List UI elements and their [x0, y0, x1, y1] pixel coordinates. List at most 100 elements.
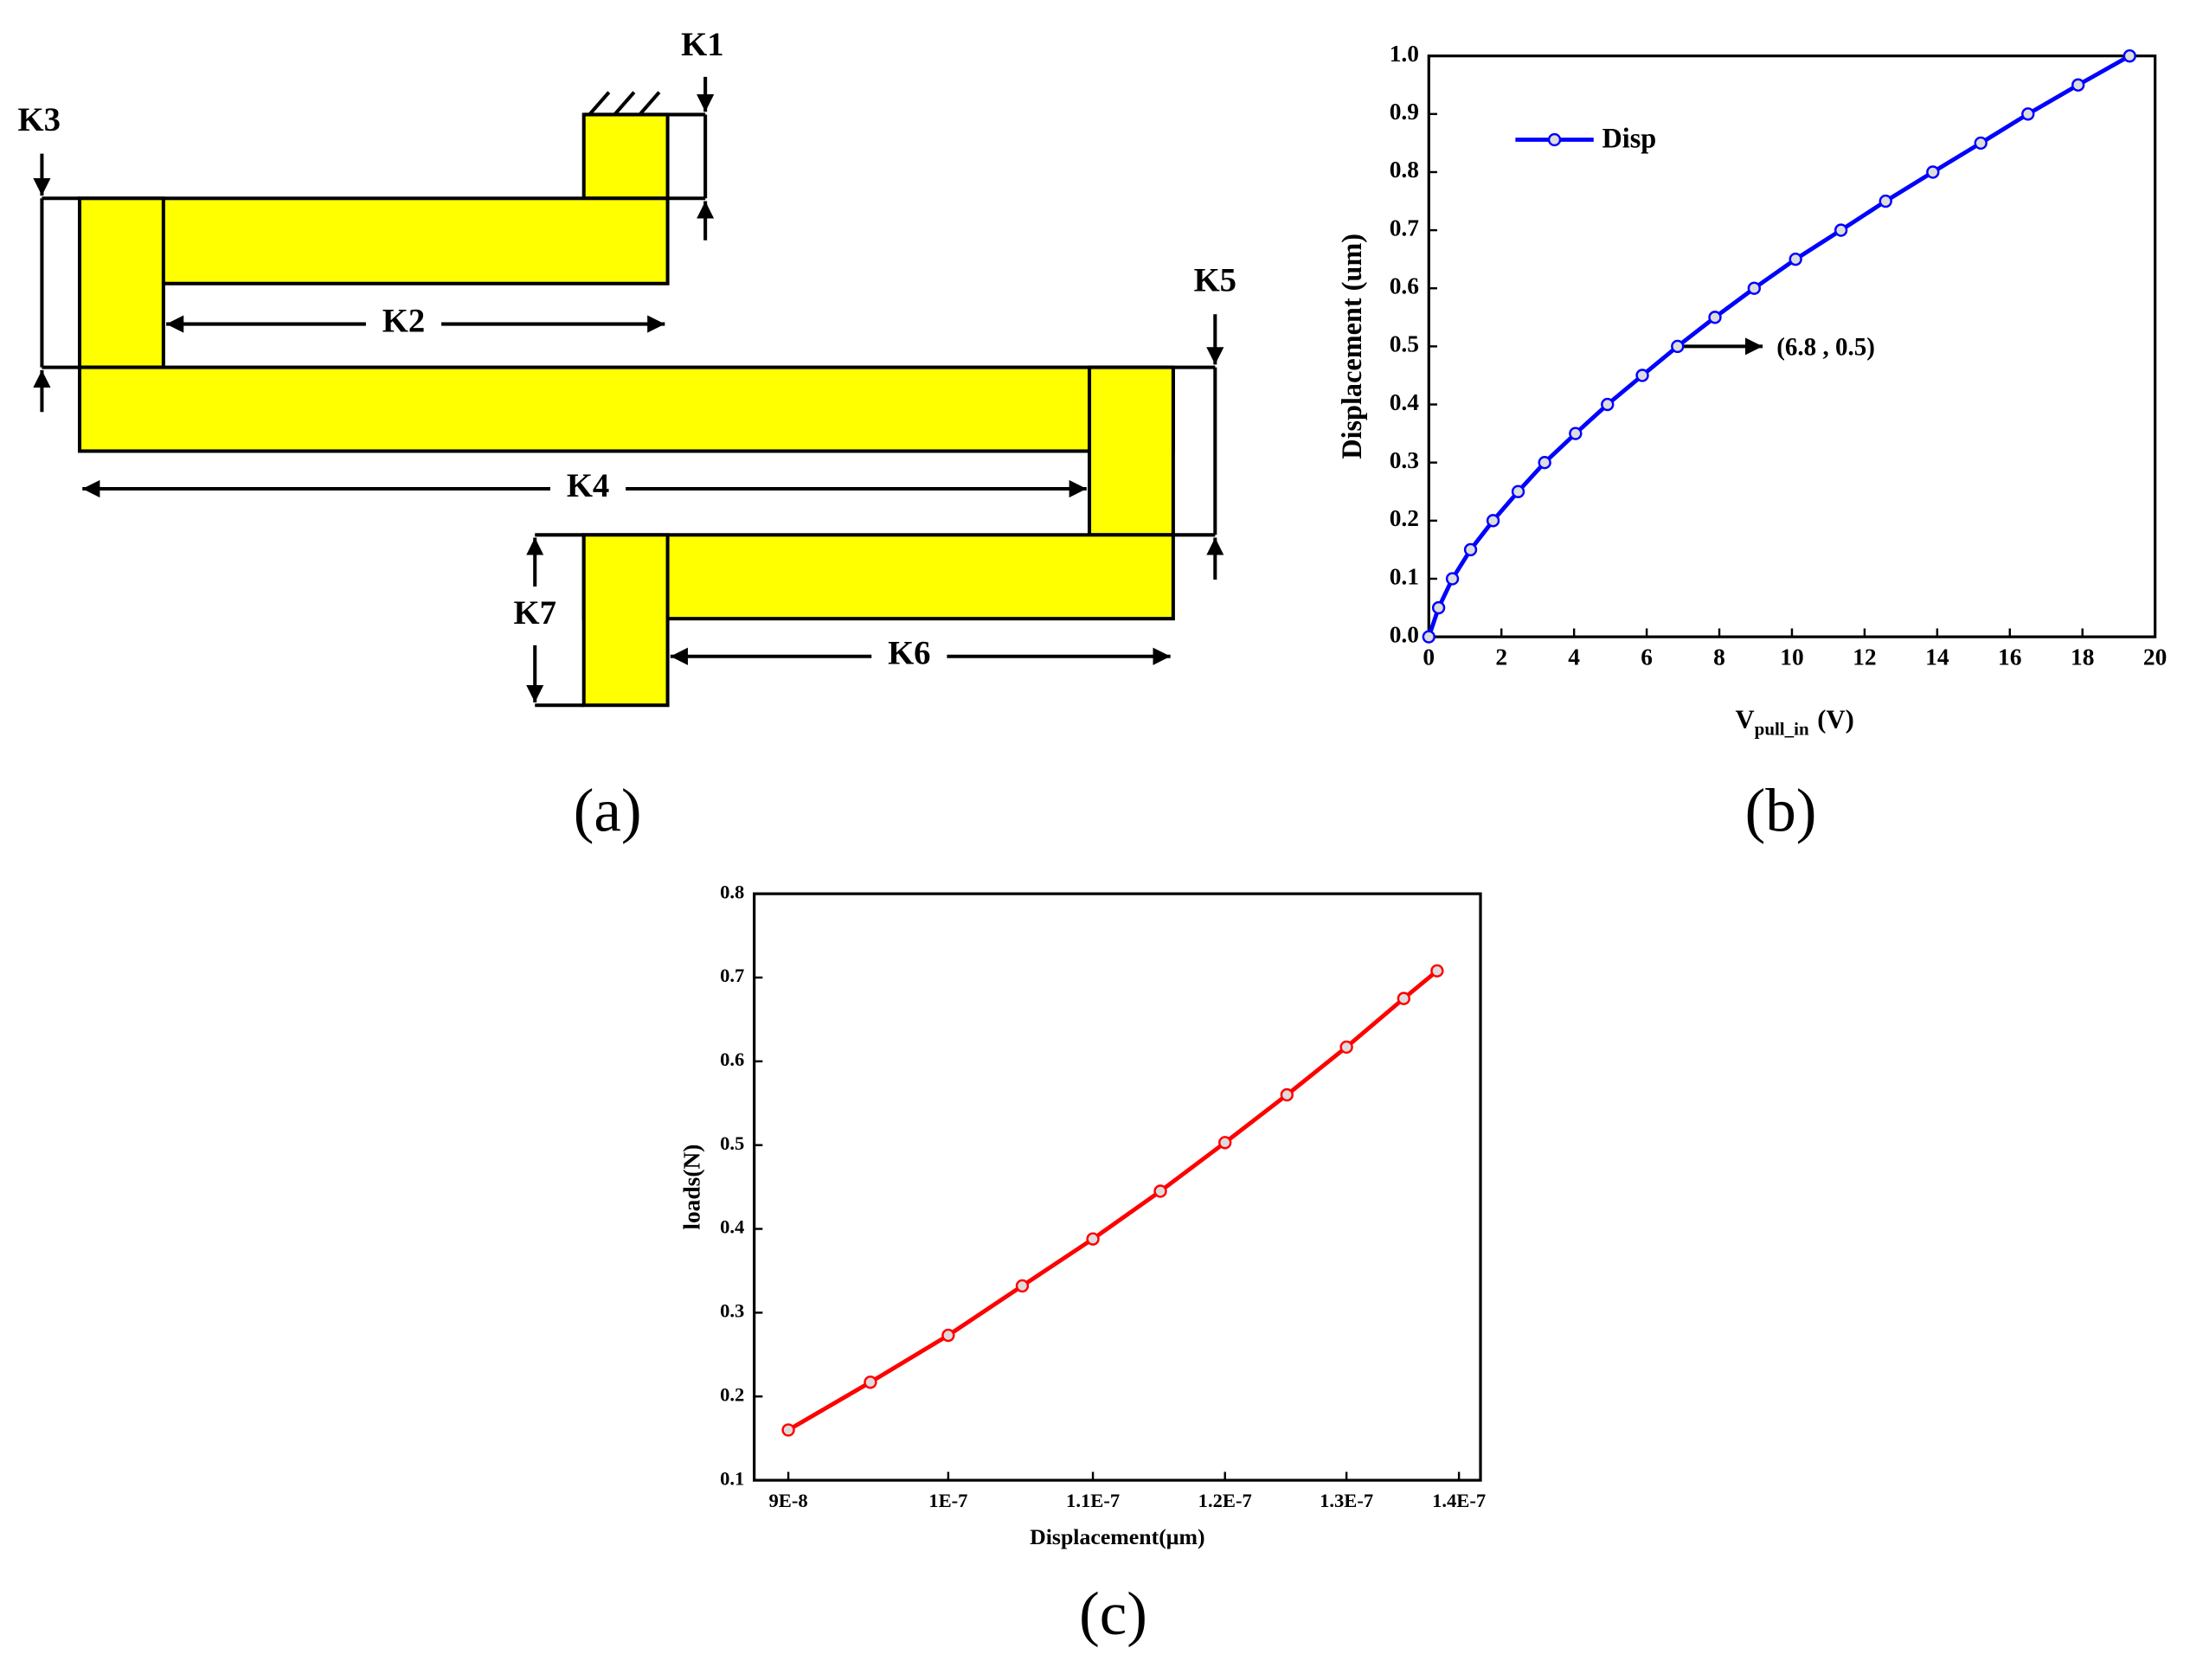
y-tick-label: 0.5	[1390, 331, 1419, 357]
y-tick-label: 0.6	[720, 1048, 744, 1070]
y-tick-label: 0.5	[720, 1132, 744, 1154]
data-point	[1218, 1136, 1232, 1150]
data-point	[1086, 1232, 1100, 1246]
anchor	[581, 112, 670, 201]
y-tick-label: 0.8	[1390, 157, 1419, 183]
data-point	[2021, 107, 2035, 121]
data-point	[1015, 1279, 1030, 1293]
x-tick-label: 1E-7	[928, 1490, 967, 1511]
data-point	[1708, 311, 1722, 324]
spring-diagram: K1 K2 K3 K4 K5 K6 K7 (a)	[17, 26, 1236, 845]
beam-joint	[581, 533, 670, 708]
data-point	[1445, 572, 1460, 586]
y-tick-label: 0.7	[1390, 215, 1420, 240]
data-point	[1538, 456, 1551, 470]
x-tick-label: 1.1E-7	[1066, 1490, 1120, 1511]
dimension-label: K5	[1194, 262, 1236, 299]
x-tick-label: 18	[2071, 644, 2094, 670]
data-point	[1926, 165, 1940, 179]
data-point	[1974, 136, 1988, 151]
dimension-line	[40, 196, 80, 369]
data-point	[1834, 223, 1848, 237]
data-point	[1153, 1184, 1167, 1198]
data-point	[1431, 600, 1446, 615]
x-tick-label: 2	[1495, 644, 1507, 670]
y-tick-label: 0.6	[1390, 273, 1419, 299]
data-point	[1339, 1040, 1353, 1055]
x-axis-label: Vpull_in (V)	[1736, 705, 1854, 739]
series-line	[787, 969, 1439, 1433]
data-point	[1879, 194, 1892, 208]
data-point	[941, 1328, 955, 1343]
beam-joint	[77, 196, 165, 369]
panel-caption: (a)	[574, 778, 642, 845]
x-axis-label-main: V	[1736, 705, 1755, 734]
dimension-label: K3	[17, 101, 60, 138]
y-tick-label: 0.4	[1390, 389, 1420, 415]
y-tick-label: 0.2	[1390, 505, 1419, 531]
y-tick-label: 0.4	[720, 1216, 744, 1238]
x-tick-label: 8	[1713, 644, 1725, 670]
data-point	[864, 1375, 877, 1389]
y-tick-label: 0.7	[720, 965, 744, 986]
x-tick-label: 14	[1925, 644, 1949, 670]
x-tick-label: 1.4E-7	[1432, 1490, 1486, 1511]
dimension-label: K7	[513, 594, 556, 632]
y-tick-label: 0.3	[720, 1300, 744, 1322]
x-axis-label: Displacement(μm)	[1030, 1524, 1204, 1549]
beam	[77, 196, 670, 285]
x-axis-label-unit: (V)	[1817, 705, 1854, 734]
y-tick-label: 0.0	[1390, 621, 1419, 647]
annotation: (6.8 , 0.5)	[1776, 333, 1875, 361]
y-tick-label: 0.2	[720, 1383, 744, 1405]
dimension-label: K2	[382, 302, 425, 339]
x-tick-label: 0	[1423, 644, 1435, 670]
hatch	[583, 91, 668, 117]
data-point	[1280, 1087, 1294, 1102]
y-axis-label: Displacement (um)	[1336, 234, 1367, 459]
dimension-line	[1172, 365, 1217, 537]
data-point	[1635, 369, 1649, 382]
data-point	[1601, 397, 1615, 412]
x-tick-label: 1.3E-7	[1320, 1490, 1373, 1511]
beam	[581, 533, 1175, 621]
x-tick-label: 10	[1780, 644, 1803, 670]
x-tick-label: 9E-8	[768, 1490, 807, 1511]
data-point	[1747, 281, 1761, 295]
panel-caption: (b)	[1745, 778, 1817, 845]
y-tick-label: 1.0	[1390, 41, 1419, 67]
x-tick-label: 1.2E-7	[1198, 1490, 1252, 1511]
x-tick-label: 4	[1568, 644, 1580, 670]
data-point	[781, 1423, 795, 1437]
dimension-line	[667, 112, 708, 201]
dimension-label: K4	[567, 467, 609, 504]
beam-joint	[1088, 365, 1175, 537]
data-point	[2071, 78, 2085, 92]
y-tick-label: 0.1	[1390, 563, 1419, 589]
panel-caption: (c)	[1079, 1581, 1147, 1648]
x-tick-label: 20	[2143, 644, 2167, 670]
legend-label: Disp	[1602, 123, 1656, 154]
data-point	[2123, 48, 2136, 63]
y-axis-label: loads(N)	[679, 1145, 705, 1230]
data-point	[1671, 339, 1685, 354]
data-point	[1397, 991, 1410, 1005]
chart: 0.1 0.2 0.3 0.4 0.5 0.6 0.7 0.8 9E-8 1E-7 1.1E-7 1.…	[679, 881, 1487, 1647]
x-tick-label: 16	[1998, 644, 2021, 670]
legend-marker	[1547, 132, 1562, 147]
data-point	[1463, 542, 1478, 557]
x-axis-label-subscript: pull_in	[1755, 718, 1809, 739]
x-tick-label: 12	[1853, 644, 1876, 670]
x-tick-label: 6	[1641, 644, 1653, 670]
data-point	[1430, 964, 1444, 978]
chart: 0.0 0.1 0.2 0.3 0.4 0.5 0.6 0.7 0.8 0.9 1.0 0 2 4 6 8 10…	[1336, 41, 2167, 845]
y-tick-label: 0.9	[1390, 99, 1419, 125]
beam	[77, 365, 1175, 453]
plot-frame	[753, 892, 1482, 1482]
dimension-line	[535, 533, 584, 708]
data-point	[1486, 514, 1500, 528]
data-point	[1422, 630, 1435, 644]
data-point	[1789, 253, 1802, 266]
dimension-label: K6	[888, 635, 930, 672]
